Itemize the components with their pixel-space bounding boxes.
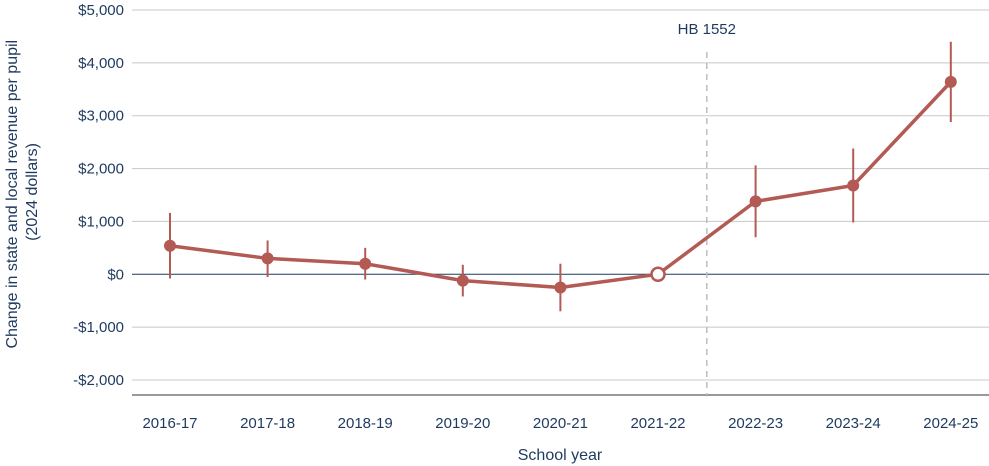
x-tick-label: 2021-22: [630, 415, 685, 432]
y-axis-title-line-2: (2024 dollars): [24, 143, 41, 241]
y-tick-label: $0: [107, 266, 124, 283]
annotation-layer: HB 1552: [678, 21, 736, 395]
data-point: [456, 274, 469, 287]
x-axis-ticks: 2016-17 2017-18 2018-19 2019-20 2020-21 2021-…: [142, 415, 978, 432]
data-point: [554, 281, 567, 294]
y-axis-ticks: -$2,000 -$1,000 $0 $1,000 $2,000 $3,000 $4,000…: [73, 2, 124, 389]
y-tick-label: -$1,000: [73, 319, 124, 336]
y-tick-label: $2,000: [78, 161, 124, 178]
y-axis-title: Change in state and local revenue per pu…: [4, 35, 41, 348]
x-tick-label: 2024-25: [923, 415, 978, 432]
x-tick-label: 2022-23: [728, 415, 783, 432]
x-tick-label: 2023-24: [826, 415, 881, 432]
data-point: [847, 179, 860, 192]
x-tick-label: 2020-21: [533, 415, 588, 432]
x-tick-label: 2017-18: [240, 415, 295, 432]
x-tick-label: 2019-20: [435, 415, 490, 432]
error-bars: [169, 41, 952, 312]
annotation-label: HB 1552: [678, 21, 736, 38]
data-point: [261, 252, 274, 265]
data-point: [164, 239, 176, 252]
x-tick-label: 2016-17: [142, 415, 197, 432]
reference-point: [650, 266, 666, 283]
y-tick-label: -$2,000: [73, 372, 124, 389]
y-axis-title-line-1: Change in state and local revenue per pu…: [4, 40, 21, 349]
gridlines: [132, 9, 989, 396]
y-tick-label: $3,000: [78, 108, 124, 125]
data-point: [944, 75, 957, 88]
series-lines: [169, 80, 953, 290]
x-axis-title: School year: [518, 447, 603, 464]
data-points: [164, 75, 957, 294]
y-tick-label: $4,000: [78, 55, 124, 72]
data-point: [749, 195, 762, 208]
y-tick-label: $1,000: [78, 213, 124, 230]
series-line: [169, 80, 953, 290]
y-tick-label: $5,000: [78, 2, 124, 19]
x-tick-label: 2018-19: [338, 415, 393, 432]
data-point: [359, 257, 372, 270]
